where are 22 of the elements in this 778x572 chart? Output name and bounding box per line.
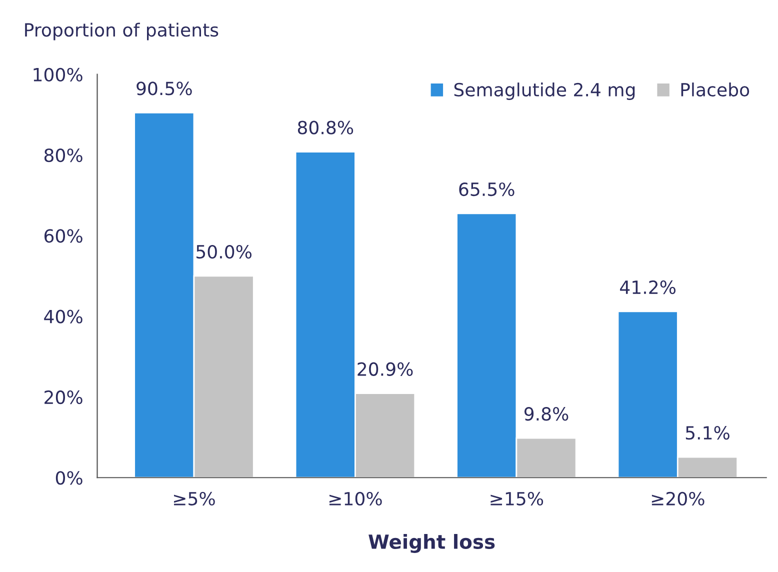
- y-tick-label: 80%: [44, 148, 82, 162]
- y-axis-title: Proportion of patients: [25, 22, 218, 40]
- data-label: 80.8%: [298, 120, 354, 134]
- y-tick-label: 60%: [44, 229, 82, 243]
- y-tick-label: 40%: [44, 310, 82, 324]
- y-tick-label: 20%: [44, 390, 82, 404]
- legend-label: Semaglutide 2.4 mg: [454, 82, 635, 100]
- data-label: 9.8%: [524, 407, 568, 421]
- x-tick-label: ≥5%: [174, 492, 215, 506]
- x-tick-label: ≥10%: [329, 492, 382, 506]
- data-label: 90.5%: [136, 82, 192, 96]
- data-label: 41.2%: [620, 280, 676, 294]
- data-label: 50.0%: [196, 244, 252, 259]
- y-tick-label: 100%: [34, 68, 82, 82]
- legend-label: Placebo: [681, 82, 750, 97]
- x-tick-label: ≥20%: [652, 492, 704, 506]
- data-label: 20.9%: [358, 362, 413, 376]
- x-tick-label: ≥15%: [490, 492, 544, 506]
- data-label: 5.1%: [686, 426, 730, 440]
- x-axis-title: Weight loss: [368, 534, 495, 553]
- y-tick-label: 0%: [56, 471, 82, 485]
- data-label: 65.5%: [459, 182, 514, 196]
